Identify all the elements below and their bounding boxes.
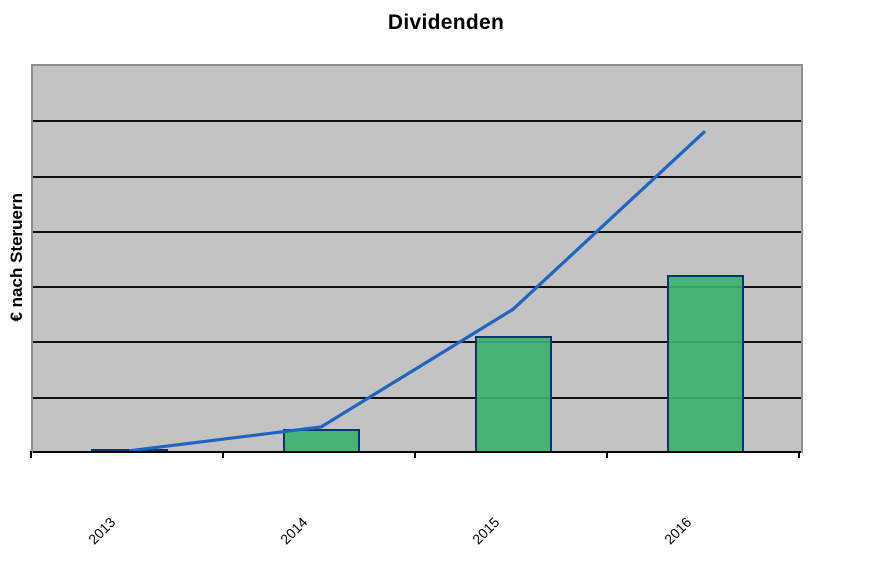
bar-2016 <box>667 275 744 453</box>
plot-inner <box>33 66 801 453</box>
x-axis-tick <box>414 451 416 458</box>
x-tick-label-2015: 2015 <box>469 513 503 548</box>
x-axis-tick <box>606 451 608 458</box>
gridline <box>33 396 801 399</box>
bar-2014 <box>283 429 360 453</box>
bar-2015 <box>475 336 552 453</box>
x-axis-line <box>33 451 801 453</box>
x-tick-label-2013: 2013 <box>85 513 119 548</box>
y-axis-label-container: € nach Steruern <box>2 64 32 451</box>
x-tick-label-2014: 2014 <box>277 513 311 548</box>
x-tick-label-2016: 2016 <box>661 513 695 548</box>
x-axis-tick <box>30 451 32 458</box>
plot-area <box>31 64 803 453</box>
gridline <box>33 341 801 344</box>
gridline <box>33 175 801 178</box>
gridline <box>33 230 801 233</box>
chart-title: Dividenden <box>387 11 505 34</box>
x-axis-tick <box>798 451 800 458</box>
line-series-path <box>128 130 707 453</box>
line-series <box>128 130 707 453</box>
y-axis-label: € nach Steruern <box>7 193 26 322</box>
gridline <box>33 120 801 123</box>
gridline <box>33 286 801 289</box>
x-axis-tick <box>222 451 224 458</box>
